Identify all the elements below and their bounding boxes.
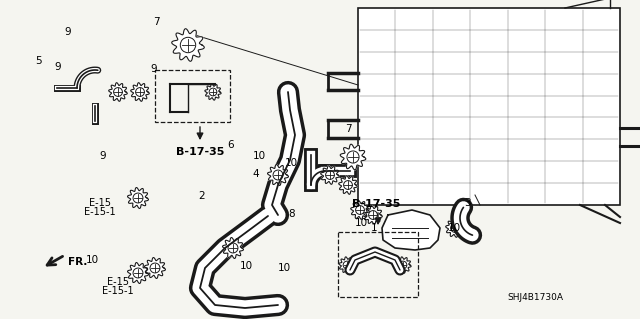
FancyBboxPatch shape [358,8,620,205]
Text: B-17-35: B-17-35 [352,199,400,209]
Text: E-15: E-15 [89,198,111,208]
Polygon shape [351,201,369,219]
Text: 9: 9 [54,62,61,72]
Text: 9: 9 [150,63,157,74]
Text: 9: 9 [99,151,106,161]
Text: 10: 10 [86,255,99,265]
Polygon shape [339,176,357,194]
Polygon shape [145,257,166,278]
Polygon shape [395,257,411,273]
Text: 10: 10 [285,158,298,168]
Polygon shape [340,144,366,170]
Polygon shape [127,188,148,209]
Text: 2: 2 [198,191,205,201]
Text: 10: 10 [278,263,291,273]
Text: 3: 3 [464,197,470,208]
Polygon shape [109,83,127,101]
Polygon shape [268,165,289,185]
Text: 10: 10 [448,223,461,233]
Polygon shape [321,166,339,184]
Polygon shape [382,210,440,250]
Polygon shape [364,206,382,224]
Text: FR.: FR. [68,257,88,267]
Polygon shape [445,219,465,237]
Text: 4: 4 [253,169,259,179]
Text: 10: 10 [240,261,253,271]
Text: 7: 7 [346,124,352,134]
Text: 10: 10 [355,218,368,228]
Polygon shape [127,263,148,284]
Text: B-17-35: B-17-35 [176,147,224,157]
Polygon shape [205,84,221,100]
Polygon shape [223,238,243,258]
Text: E-15-1: E-15-1 [84,207,116,217]
Text: 1: 1 [371,223,378,233]
Polygon shape [339,257,355,273]
Text: 6: 6 [227,140,234,150]
Text: 5: 5 [35,56,42,66]
Text: 9: 9 [64,27,70,37]
Text: SHJ4B1730A: SHJ4B1730A [507,293,563,302]
Text: 10: 10 [253,151,266,161]
Text: E-15-1: E-15-1 [102,286,134,296]
Polygon shape [131,83,149,101]
Text: E-15: E-15 [107,277,129,287]
Polygon shape [172,29,204,61]
Text: 8: 8 [288,209,294,219]
Text: 7: 7 [154,17,160,27]
